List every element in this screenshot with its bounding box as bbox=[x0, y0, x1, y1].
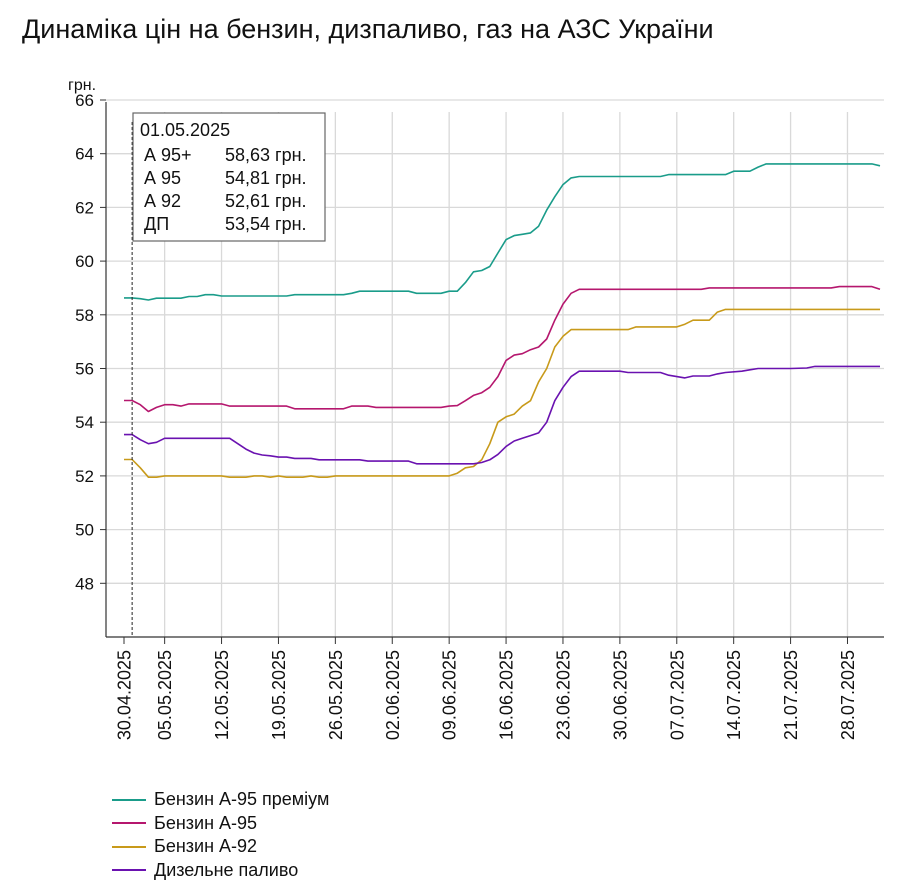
legend-swatch bbox=[112, 798, 146, 801]
hover-tooltip: 01.05.2025 А 95+ 58,63 грн. А 95 54,81 грн. А… bbox=[131, 112, 326, 637]
y-tick-label: 60 bbox=[75, 252, 94, 271]
x-tick-label: 12.05.2025 bbox=[212, 650, 232, 740]
series-line-2 bbox=[124, 285, 881, 413]
x-tick-label: 02.06.2025 bbox=[383, 650, 403, 740]
y-tick-label: 54 bbox=[75, 413, 94, 432]
tooltip-row-label: А 95 bbox=[144, 168, 181, 188]
legend-label: Дизельне паливо bbox=[154, 859, 299, 880]
series-lines bbox=[124, 163, 881, 479]
series-line-4 bbox=[124, 365, 880, 465]
tooltip-row-label: А 95+ bbox=[144, 145, 192, 165]
chart-title: Динаміка цін на бензин, дизпаливо, газ н… bbox=[22, 14, 714, 44]
legend-label: Бензин А-92 bbox=[154, 836, 258, 857]
x-tick-label: 14.07.2025 bbox=[724, 650, 744, 740]
x-tick-label: 28.07.2025 bbox=[838, 650, 858, 740]
legend-swatch bbox=[112, 869, 146, 872]
y-axis-label: грн. bbox=[68, 77, 96, 94]
y-tick-label: 64 bbox=[75, 145, 94, 164]
x-tick-label: 16.06.2025 bbox=[497, 650, 517, 740]
x-tick-label: 26.05.2025 bbox=[326, 650, 346, 740]
x-tick-label: 30.06.2025 bbox=[610, 650, 630, 740]
tooltip-row-label: ДП bbox=[144, 214, 169, 234]
legend-label: Бензин А-95 bbox=[154, 812, 258, 833]
x-tick-label: 05.05.2025 bbox=[155, 650, 175, 740]
legend: Бензин А-95 преміум Бензин А-95 Бензин А-9… bbox=[112, 788, 329, 882]
x-tick-label: 07.07.2025 bbox=[667, 650, 687, 740]
y-tick-label: 52 bbox=[75, 467, 94, 486]
y-tick-label: 62 bbox=[75, 198, 94, 217]
y-tick-label: 50 bbox=[75, 521, 94, 540]
tooltip-date: 01.05.2025 bbox=[140, 120, 230, 140]
y-tick-label: 56 bbox=[75, 360, 94, 379]
legend-swatch bbox=[112, 822, 146, 825]
x-tick-label: 23.06.2025 bbox=[553, 650, 573, 740]
series-line-3 bbox=[124, 308, 880, 479]
y-tick-label: 48 bbox=[75, 574, 94, 593]
y-tick-label: 66 bbox=[75, 91, 94, 110]
legend-label: Бензин А-95 преміум bbox=[154, 789, 330, 810]
tooltip-box bbox=[132, 112, 326, 242]
tooltip-row-value: 52,61 грн. bbox=[225, 191, 307, 211]
series-line-1 bbox=[124, 163, 881, 301]
tooltip-row-label: А 92 bbox=[144, 191, 181, 211]
legend-item: Дизельне паливо bbox=[112, 859, 329, 883]
x-tick-label: 09.06.2025 bbox=[440, 650, 460, 740]
y-tick-label: 58 bbox=[75, 306, 94, 325]
legend-item: Бензин А-92 bbox=[112, 835, 329, 859]
legend-swatch bbox=[112, 845, 146, 848]
legend-item: Бензин А-95 bbox=[112, 812, 329, 836]
x-tick-label: 19.05.2025 bbox=[269, 650, 289, 740]
legend-item: Бензин А-95 преміум bbox=[112, 788, 329, 812]
tooltip-row-value: 58,63 грн. bbox=[225, 145, 307, 165]
x-axis: 30.04.2025 05.05.2025 12.05.2025 19.05.2025… bbox=[106, 636, 884, 740]
tooltip-row-value: 54,81 грн. bbox=[225, 168, 307, 188]
tooltip-row-value: 53,54 грн. bbox=[225, 214, 307, 234]
x-tick-label: 21.07.2025 bbox=[781, 650, 801, 740]
x-tick-label: 30.04.2025 bbox=[115, 650, 135, 740]
